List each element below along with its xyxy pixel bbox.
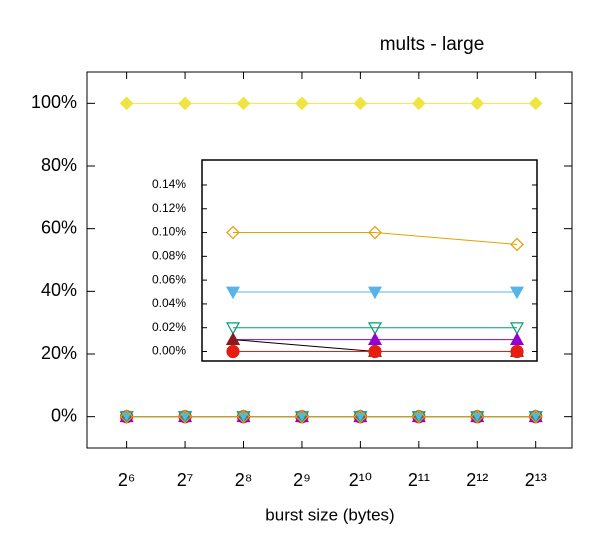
point xyxy=(470,411,485,424)
y-tick-label: 0.00% xyxy=(152,344,186,358)
point xyxy=(411,411,426,424)
y-tick-label: 0.08% xyxy=(152,249,186,263)
y-tick-label: 60% xyxy=(41,217,77,237)
point xyxy=(470,409,485,424)
x-tick-label: 2⁹ xyxy=(293,470,311,490)
point xyxy=(368,344,382,359)
point xyxy=(295,96,309,111)
point xyxy=(236,411,251,424)
point xyxy=(225,322,241,335)
y-tick-label: 40% xyxy=(41,280,77,300)
y-tick-label: 0.04% xyxy=(152,296,186,310)
y-tick-label: 100% xyxy=(31,92,77,112)
point xyxy=(178,411,193,424)
x-axis-label: burst size (bytes) xyxy=(265,505,394,524)
x-tick-label: 2⁸ xyxy=(235,470,253,490)
point xyxy=(367,286,383,300)
point xyxy=(226,225,240,240)
y-tick-label: 0.06% xyxy=(152,272,186,286)
point xyxy=(225,286,241,300)
point xyxy=(295,409,309,424)
point xyxy=(470,96,485,111)
point xyxy=(236,409,251,424)
point xyxy=(225,332,241,345)
x-tick-label: 2¹⁰ xyxy=(349,470,372,490)
point xyxy=(236,96,251,111)
chart-title: mults - large xyxy=(380,34,485,55)
point xyxy=(510,237,524,252)
y-tick-label: 0.10% xyxy=(152,225,186,239)
point xyxy=(411,409,426,424)
point xyxy=(226,344,240,359)
point xyxy=(509,286,525,300)
point xyxy=(178,409,192,424)
x-tick-label: 2⁷ xyxy=(177,470,194,490)
point xyxy=(367,322,383,335)
point xyxy=(510,344,524,359)
point xyxy=(353,409,368,424)
point xyxy=(119,411,134,424)
series-line xyxy=(233,232,518,245)
x-tick-label: 2⁶ xyxy=(118,470,135,490)
point xyxy=(528,409,543,424)
y-tick-label: 80% xyxy=(41,155,77,175)
point xyxy=(528,411,543,424)
plot-frame xyxy=(201,159,538,362)
y-tick-label: 20% xyxy=(41,343,77,363)
x-tick-label: 2¹² xyxy=(466,470,488,490)
point xyxy=(509,322,525,335)
point xyxy=(411,96,426,111)
point xyxy=(353,411,368,424)
point xyxy=(353,96,368,111)
y-tick-label: 0.12% xyxy=(152,201,186,215)
point xyxy=(368,225,382,240)
x-tick-label: 2¹¹ xyxy=(408,470,430,490)
point xyxy=(528,96,543,111)
y-tick-label: 0.14% xyxy=(152,177,186,191)
point xyxy=(294,411,309,424)
plot-frame xyxy=(86,71,573,449)
point xyxy=(119,409,134,424)
y-tick-label: 0% xyxy=(51,405,77,425)
y-tick-label: 0.02% xyxy=(152,320,186,334)
point xyxy=(178,96,192,111)
point xyxy=(119,96,134,111)
x-tick-label: 2¹³ xyxy=(525,470,547,490)
